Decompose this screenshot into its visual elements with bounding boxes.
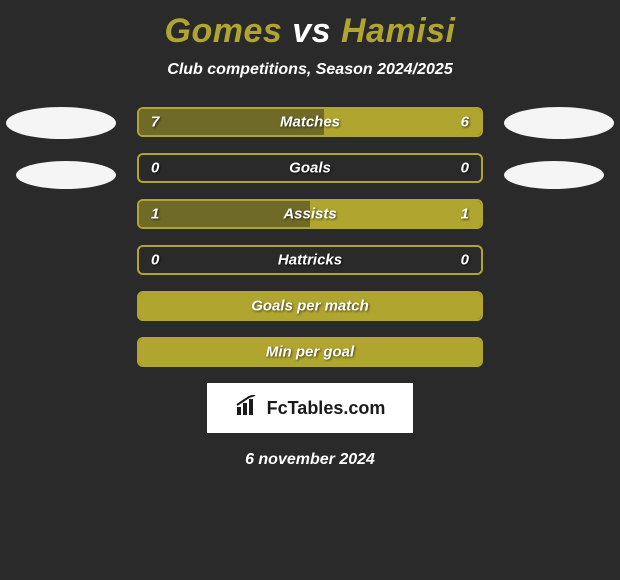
stat-row-goals-per-match: Goals per match bbox=[137, 291, 483, 321]
team-badge-right-2 bbox=[504, 161, 604, 189]
subtitle: Club competitions, Season 2024/2025 bbox=[0, 61, 620, 79]
stat-value-left: 0 bbox=[151, 160, 159, 177]
stat-label: Goals per match bbox=[251, 298, 369, 315]
stat-label: Hattricks bbox=[278, 252, 342, 269]
chart-icon bbox=[235, 395, 261, 422]
stat-bars: 7 6 Matches 0 0 Goals 1 1 Assists 0 0 Hattricks Goal… bbox=[137, 107, 483, 367]
fctables-logo: FcTables.com bbox=[207, 383, 413, 433]
stat-row-min-per-goal: Min per goal bbox=[137, 337, 483, 367]
stat-value-left: 7 bbox=[151, 114, 159, 131]
fctables-text: FcTables.com bbox=[267, 398, 386, 419]
stat-value-left: 1 bbox=[151, 206, 159, 223]
stat-value-right: 1 bbox=[461, 206, 469, 223]
team-badge-right-1 bbox=[504, 107, 614, 139]
stat-row-hattricks: 0 0 Hattricks bbox=[137, 245, 483, 275]
date-text: 6 november 2024 bbox=[0, 451, 620, 469]
stat-label: Assists bbox=[283, 206, 336, 223]
stat-value-left: 0 bbox=[151, 252, 159, 269]
stat-row-goals: 0 0 Goals bbox=[137, 153, 483, 183]
player2-name: Hamisi bbox=[341, 12, 456, 50]
team-badge-left-1 bbox=[6, 107, 116, 139]
stat-value-right: 0 bbox=[461, 252, 469, 269]
vs-text: vs bbox=[292, 12, 331, 50]
player1-name: Gomes bbox=[165, 12, 283, 50]
stat-value-right: 0 bbox=[461, 160, 469, 177]
stat-label: Goals bbox=[289, 160, 331, 177]
stat-row-assists: 1 1 Assists bbox=[137, 199, 483, 229]
comparison-title: Gomes vs Hamisi bbox=[0, 0, 620, 51]
stat-row-matches: 7 6 Matches bbox=[137, 107, 483, 137]
stat-label: Min per goal bbox=[266, 344, 354, 361]
stat-value-right: 6 bbox=[461, 114, 469, 131]
stats-container: 7 6 Matches 0 0 Goals 1 1 Assists 0 0 Hattricks Goal… bbox=[0, 107, 620, 367]
stat-label: Matches bbox=[280, 114, 340, 131]
team-badge-left-2 bbox=[16, 161, 116, 189]
stat-fill-right bbox=[324, 109, 481, 135]
